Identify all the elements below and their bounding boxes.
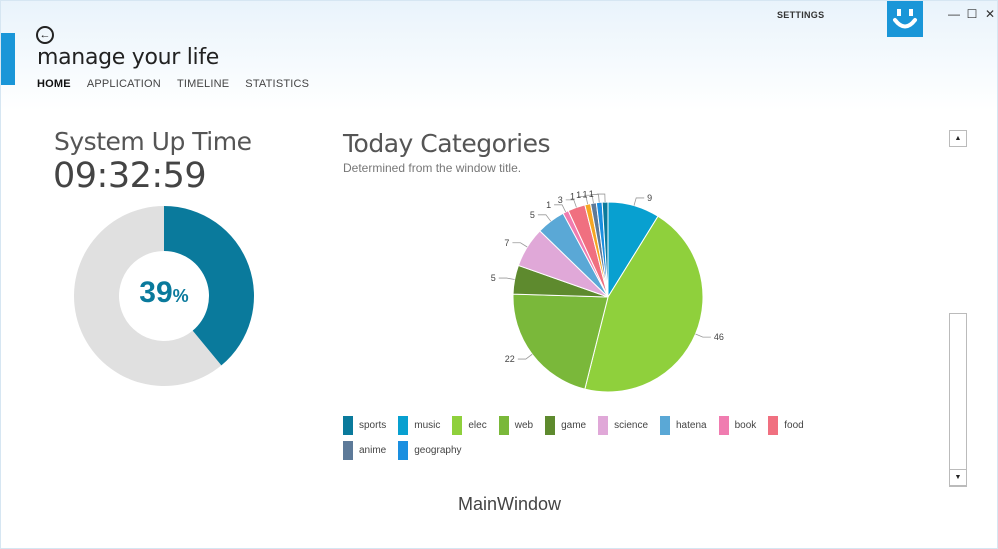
legend-item-sports[interactable]: sports [343, 416, 386, 435]
legend-swatch [452, 416, 463, 435]
donut-uptime-arc [164, 206, 255, 366]
nav-item-timeline[interactable]: TIMELINE [176, 78, 230, 90]
legend-item-book[interactable]: book [718, 416, 757, 435]
pie-label-leader [565, 199, 577, 208]
minimize-button[interactable]: — [948, 7, 960, 21]
scroll-up-button[interactable]: ▲ [949, 130, 967, 147]
legend-label: game [561, 420, 587, 431]
pie-value-label: 3 [558, 195, 563, 205]
pie-value-label: 1 [546, 200, 551, 210]
pie-value-label: 5 [491, 273, 496, 283]
pie-legend: sports music elec web game science hatena book f… [343, 416, 863, 460]
pie-label-leader [596, 193, 606, 203]
pie-label-leader [584, 194, 594, 204]
scrollbar-track[interactable] [949, 313, 967, 487]
pie-value-label: 1 [589, 189, 594, 199]
legend-swatch [498, 416, 509, 435]
maximize-button[interactable]: ☐ [966, 7, 978, 21]
window-caption: MainWindow [457, 494, 562, 514]
legend-swatch [718, 416, 729, 435]
pie-value-label: 22 [505, 354, 515, 364]
smiley-face-icon [893, 9, 917, 29]
legend-item-hatena[interactable]: hatena [660, 416, 707, 435]
legend-swatch [343, 441, 353, 460]
app-title: manage your life [37, 45, 219, 70]
legend-item-elec[interactable]: elec [452, 416, 487, 435]
legend-label: anime [359, 445, 387, 456]
back-button[interactable]: ← [36, 26, 54, 44]
nav-item-home[interactable]: HOME [37, 78, 71, 90]
legend-label: hatena [676, 420, 707, 431]
uptime-percent: 39% [119, 276, 209, 310]
legend-label: elec [468, 420, 487, 431]
legend-swatch [660, 416, 670, 435]
legend-label: music [414, 420, 441, 431]
legend-swatch [398, 441, 409, 460]
pie-value-label: 5 [530, 210, 535, 220]
pie-value-label: 1 [582, 189, 587, 199]
legend-item-web[interactable]: web [498, 416, 534, 435]
nav-item-statistics[interactable]: STATISTICS [245, 78, 310, 90]
uptime-percent-unit: % [172, 286, 189, 306]
legend-item-music[interactable]: music [398, 416, 440, 435]
legend-swatch [545, 416, 556, 435]
pie-value-label: 9 [647, 193, 652, 203]
legend-item-geography[interactable]: geography [398, 441, 462, 460]
uptime-value: 09:32:59 [53, 156, 207, 196]
legend-swatch [398, 416, 409, 435]
scroll-up-arrow-icon: ▲ [954, 135, 962, 142]
pie-label-leader [498, 277, 515, 280]
pie-slice[interactable] [601, 201, 609, 298]
legend-swatch [598, 416, 609, 435]
legend-item-game[interactable]: game [545, 416, 586, 435]
scroll-down-arrow-icon: ▼ [954, 474, 962, 481]
pie-label-leader [633, 197, 645, 206]
legend-item-food[interactable]: food [768, 416, 804, 435]
legend-label: food [784, 420, 804, 431]
back-arrow-icon: ← [39, 28, 51, 41]
uptime-title: System Up Time [54, 127, 252, 156]
pie-label-leader [554, 204, 567, 213]
pie-value-label: 7 [504, 238, 509, 248]
main-nav: HOME APPLICATION TIMELINE STATISTICS [37, 78, 309, 90]
pie-label-leader [695, 333, 711, 338]
legend-item-science[interactable]: science [598, 416, 648, 435]
pie-label-leader [512, 242, 528, 248]
categories-subtitle: Determined from the window title. [343, 161, 522, 175]
legend-label: geography [414, 445, 462, 456]
legend-item-anime[interactable]: anime [343, 441, 386, 460]
pie-label-leader [517, 353, 533, 360]
pie-value-label: 46 [714, 332, 724, 342]
nav-item-application[interactable]: APPLICATION [86, 78, 161, 90]
window-controls: — ☐ ✕ [948, 7, 996, 21]
close-button[interactable]: ✕ [984, 7, 996, 21]
legend-label: sports [359, 420, 387, 431]
uptime-donut-chart [74, 206, 255, 386]
settings-link[interactable]: SETTINGS [777, 10, 825, 20]
pie-value-label: 1 [570, 191, 575, 201]
left-accent-bar [1, 33, 15, 85]
legend-label: book [734, 420, 757, 431]
smiley-logo-icon[interactable] [887, 1, 923, 37]
legend-label: web [514, 420, 534, 431]
legend-swatch [343, 416, 353, 435]
legend-label: science [614, 420, 648, 431]
categories-title: Today Categories [343, 129, 551, 158]
legend-swatch [768, 416, 779, 435]
uptime-percent-number: 39 [139, 276, 173, 309]
donut-remaining-arc [74, 206, 222, 386]
pie-label-leader [577, 195, 589, 205]
pie-label-leader [537, 214, 552, 222]
scroll-down-button[interactable]: ▼ [949, 469, 967, 486]
pie-value-label: 1 [576, 190, 581, 200]
